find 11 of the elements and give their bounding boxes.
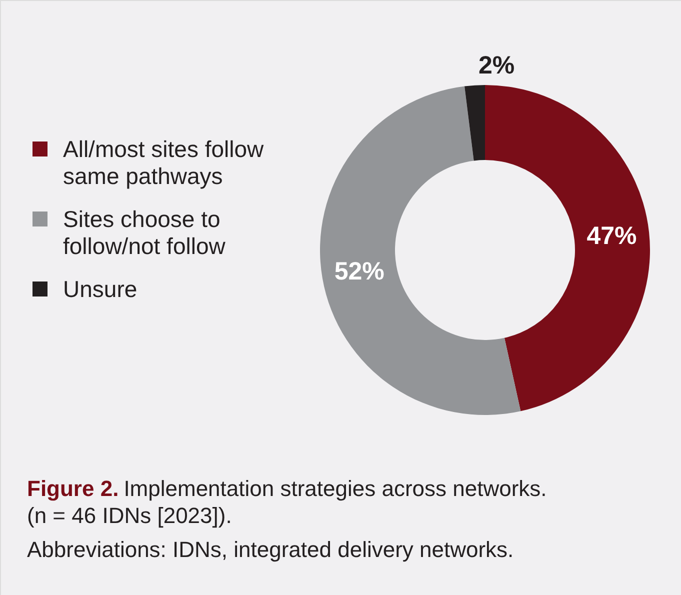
legend-label: Unsure	[63, 276, 138, 302]
donut-slice	[464, 85, 485, 161]
legend-label: Sites choose to follow/not follow	[63, 206, 226, 259]
data-label: 47%	[586, 222, 637, 250]
donut-slice	[320, 86, 521, 415]
data-label: 52%	[334, 258, 384, 286]
data-label: 2%	[478, 51, 515, 80]
text: Figure 2. Implementation strategies across networks. (n = 46 IDNs [2023]).	[27, 476, 547, 528]
legend-label: All/most sites follow same pathways	[63, 136, 264, 189]
text: Abbreviations: IDNs, integrated delivery networks.	[27, 537, 514, 562]
donut-slice	[485, 85, 650, 412]
